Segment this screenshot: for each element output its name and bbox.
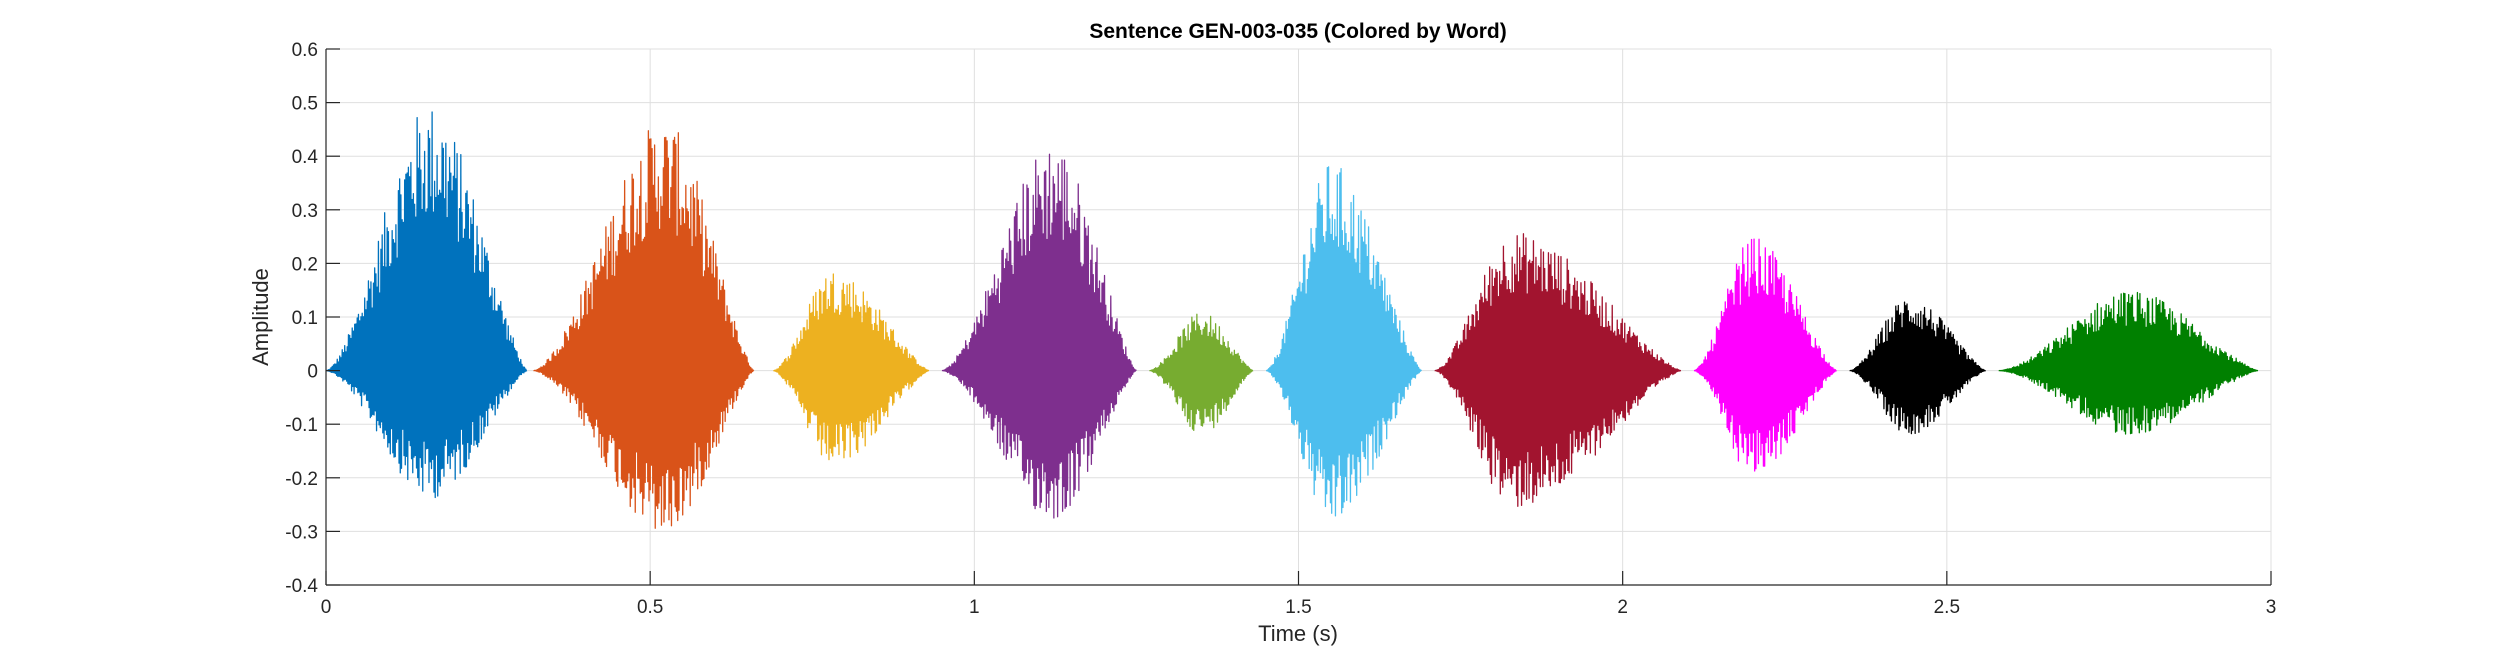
y-tick-label: -0.3 — [285, 522, 318, 543]
waveform-segment-6 — [1265, 166, 1422, 517]
waveforms — [325, 111, 2259, 529]
y-axis-ticks: -0.4 -0.3 -0.2 -0.1 0 0.1 0.2 0.3 0.4 0.5 0.6 — [285, 40, 340, 597]
y-axis-label: Amplitude — [248, 268, 273, 366]
waveform-segment-5 — [1149, 313, 1254, 432]
y-tick-label: 0.2 — [292, 254, 318, 275]
waveform-segment-10 — [1998, 291, 2259, 435]
x-tick-label: 2 — [1617, 597, 1628, 618]
x-tick-label: 1 — [969, 597, 980, 618]
y-tick-label: -0.4 — [285, 576, 318, 597]
x-tick-label: 0.5 — [637, 597, 663, 618]
y-tick-label: 0 — [307, 362, 318, 383]
waveform-segment-4 — [941, 153, 1137, 519]
x-tick-label: 0 — [321, 597, 332, 618]
y-tick-label: 0.3 — [292, 201, 318, 222]
waveform-segment-3 — [773, 273, 930, 461]
x-axis-label: Time (s) — [1258, 621, 1338, 646]
chart-title: Sentence GEN-003-035 (Colored by Word) — [1089, 20, 1506, 43]
waveform-segment-2 — [533, 130, 755, 529]
waveform-segment-8 — [1693, 238, 1837, 472]
x-tick-label: 3 — [2266, 597, 2277, 618]
waveform-segment-1 — [325, 111, 528, 499]
waveform-segment-9 — [1849, 301, 1986, 435]
y-tick-label: 0.6 — [292, 40, 318, 61]
x-tick-label: 1.5 — [1285, 597, 1311, 618]
y-tick-label: 0.5 — [292, 94, 318, 115]
y-tick-label: 0.1 — [292, 308, 318, 329]
y-tick-label: -0.2 — [285, 469, 318, 490]
y-tick-label: -0.1 — [285, 415, 318, 436]
x-axis-ticks: 0 0.5 1 1.5 2 2.5 3 — [321, 571, 2277, 618]
y-tick-label: 0.4 — [292, 147, 319, 168]
waveform-segment-7 — [1434, 233, 1682, 507]
x-tick-label: 2.5 — [1934, 597, 1960, 618]
